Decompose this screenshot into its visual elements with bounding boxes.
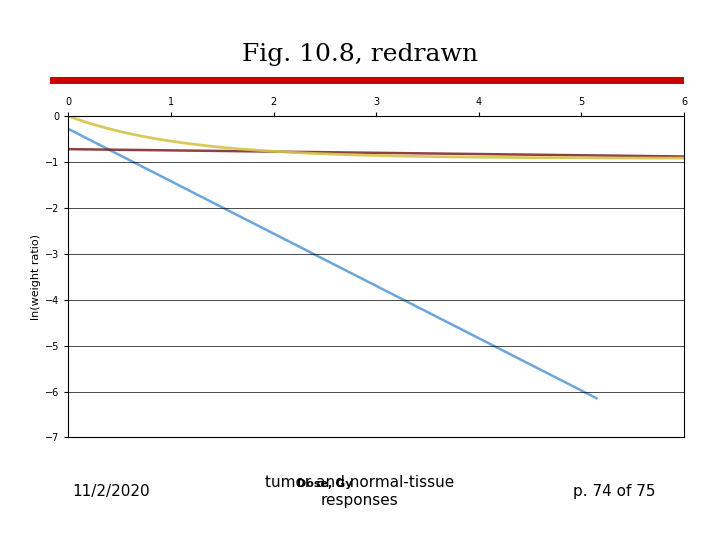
Text: Dose, Gy: Dose, Gy <box>297 479 353 489</box>
Y-axis label: ln(weight ratio): ln(weight ratio) <box>31 234 41 320</box>
Text: tumor and normal-tissue
responses: tumor and normal-tissue responses <box>266 475 454 508</box>
Text: p. 74 of 75: p. 74 of 75 <box>572 484 655 499</box>
Text: 11/2/2020: 11/2/2020 <box>72 484 150 499</box>
Text: Fig. 10.8, redrawn: Fig. 10.8, redrawn <box>242 43 478 65</box>
